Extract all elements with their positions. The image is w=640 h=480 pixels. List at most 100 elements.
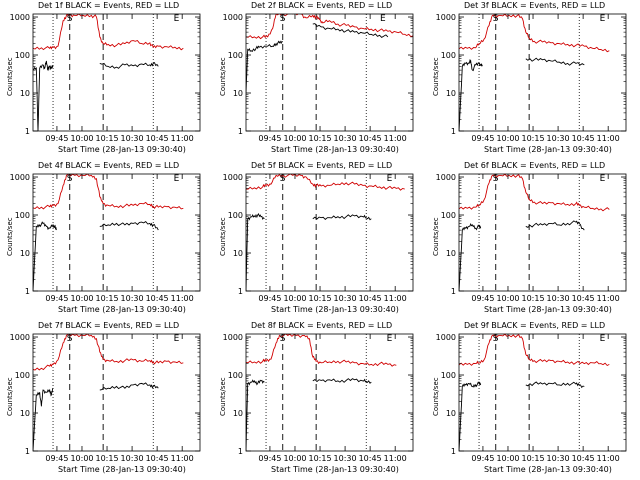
x-axis-label: Start Time (28-Jan-13 09:30:40) bbox=[484, 305, 612, 314]
series-line bbox=[33, 14, 184, 51]
y-tick-label: 1000 bbox=[10, 173, 30, 182]
marker-e: E bbox=[600, 334, 606, 344]
marker-e: E bbox=[387, 334, 393, 344]
chart-title: Det 5f BLACK = Events, RED = LLD bbox=[251, 161, 393, 170]
y-tick-label: 100 bbox=[15, 51, 30, 60]
x-tick-label: 10:45 bbox=[146, 294, 169, 303]
y-tick-label: 1000 bbox=[10, 13, 30, 22]
y-tick-label: 1 bbox=[451, 447, 456, 456]
x-tick-label: 09:45 bbox=[45, 134, 68, 143]
y-tick-label: 1 bbox=[451, 127, 456, 136]
y-axis-label: Counts/sec bbox=[6, 217, 14, 256]
axes-frame bbox=[245, 173, 414, 292]
marker-s: S bbox=[280, 334, 286, 344]
y-tick-label: 1000 bbox=[223, 333, 243, 342]
chart-title: Det 7f BLACK = Events, RED = LLD bbox=[38, 321, 180, 330]
series-lld bbox=[33, 334, 184, 371]
y-tick-label: 1000 bbox=[436, 173, 456, 182]
y-tick-label: 1000 bbox=[223, 173, 243, 182]
x-tick-label: 10:00 bbox=[496, 454, 519, 463]
y-tick-label: 100 bbox=[441, 371, 456, 380]
x-tick-label: 10:45 bbox=[359, 294, 382, 303]
x-tick-label: 09:45 bbox=[471, 454, 494, 463]
x-tick-label: 11:00 bbox=[171, 294, 194, 303]
series-line bbox=[525, 220, 585, 231]
marker-e: E bbox=[380, 14, 386, 24]
chart-svg: 1 10 100 1000 09:45 10:00 10:15 10:30 10:45 11:00… bbox=[223, 333, 414, 463]
x-tick-label: 10:15 bbox=[308, 454, 331, 463]
detector-panel-4: 1 10 100 1000 09:45 10:00 10:15 10:30 10:45 11:00… bbox=[0, 160, 213, 320]
y-tick-label: 1 bbox=[238, 287, 243, 296]
marker-s: S bbox=[280, 174, 286, 184]
x-axis-label: Start Time (28-Jan-13 09:30:40) bbox=[58, 305, 186, 314]
chart-svg: 1 10 100 1000 09:45 10:00 10:15 10:30 10:45 11:00… bbox=[10, 173, 201, 303]
series-lld bbox=[33, 174, 184, 210]
y-tick-label: 10 bbox=[20, 409, 30, 418]
x-tick-label: 10:45 bbox=[572, 454, 595, 463]
x-tick-label: 09:45 bbox=[45, 294, 68, 303]
y-tick-label: 100 bbox=[441, 51, 456, 60]
x-axis-label: Start Time (28-Jan-13 09:30:40) bbox=[271, 145, 399, 154]
series-line bbox=[246, 379, 265, 451]
y-tick-label: 1000 bbox=[223, 13, 243, 22]
detector-panel-6: 1 10 100 1000 09:45 10:00 10:15 10:30 10:45 11:00… bbox=[426, 160, 639, 320]
y-axis-label: Counts/sec bbox=[219, 57, 227, 96]
x-tick-label: 10:15 bbox=[308, 294, 331, 303]
axes-frame bbox=[245, 13, 414, 132]
y-axis-label: Counts/sec bbox=[219, 217, 227, 256]
y-tick-label: 100 bbox=[15, 211, 30, 220]
series-events bbox=[459, 57, 585, 131]
y-tick-label: 1 bbox=[25, 287, 30, 296]
x-tick-label: 10:45 bbox=[572, 294, 595, 303]
chart-title: Det 9f BLACK = Events, RED = LLD bbox=[464, 321, 606, 330]
y-axis-label: Counts/sec bbox=[6, 57, 14, 96]
chart-title: Det 6f BLACK = Events, RED = LLD bbox=[464, 161, 606, 170]
x-tick-label: 10:45 bbox=[572, 134, 595, 143]
marker-s: S bbox=[493, 334, 499, 344]
series-lld bbox=[459, 14, 610, 53]
series-line bbox=[33, 334, 184, 371]
series-line bbox=[246, 334, 397, 367]
x-tick-label: 10:00 bbox=[496, 294, 519, 303]
series-line bbox=[33, 60, 54, 131]
x-tick-label: 11:00 bbox=[171, 454, 194, 463]
y-axis-label: Counts/sec bbox=[432, 57, 440, 96]
chart-svg: 1 10 100 1000 09:45 10:00 10:15 10:30 10:45 11:00… bbox=[223, 13, 414, 143]
x-tick-label: 10:30 bbox=[547, 294, 570, 303]
x-tick-label: 10:15 bbox=[308, 134, 331, 143]
x-axis-label: Start Time (28-Jan-13 09:30:40) bbox=[484, 465, 612, 474]
x-tick-label: 10:00 bbox=[283, 454, 306, 463]
x-tick-label: 10:30 bbox=[334, 294, 357, 303]
marker-e: E bbox=[174, 174, 180, 184]
x-tick-label: 09:45 bbox=[45, 454, 68, 463]
x-axis-label: Start Time (28-Jan-13 09:30:40) bbox=[58, 465, 186, 474]
x-tick-label: 10:15 bbox=[95, 454, 118, 463]
chart-title: Det 1f BLACK = Events, RED = LLD bbox=[38, 1, 180, 10]
marker-e: E bbox=[600, 174, 606, 184]
y-tick-label: 10 bbox=[20, 249, 30, 258]
axes-frame bbox=[245, 333, 414, 452]
x-tick-label: 10:30 bbox=[547, 454, 570, 463]
chart-title: Det 3f BLACK = Events, RED = LLD bbox=[464, 1, 606, 10]
marker-s: S bbox=[493, 174, 499, 184]
series-events bbox=[33, 382, 159, 451]
detector-panel-2: 1 10 100 1000 09:45 10:00 10:15 10:30 10:45 11:00… bbox=[213, 0, 426, 160]
chart-svg: 1 10 100 1000 09:45 10:00 10:15 10:30 10:45 11:00… bbox=[436, 173, 627, 303]
series-line bbox=[246, 174, 405, 191]
series-line bbox=[459, 58, 483, 131]
x-tick-label: 11:00 bbox=[384, 294, 407, 303]
detector-panel-3: 1 10 100 1000 09:45 10:00 10:15 10:30 10:45 11:00… bbox=[426, 0, 639, 160]
series-events bbox=[246, 212, 372, 291]
x-tick-label: 10:30 bbox=[121, 294, 144, 303]
series-line bbox=[312, 23, 389, 38]
axes-frame bbox=[32, 13, 201, 132]
marker-e: E bbox=[174, 14, 180, 24]
y-tick-label: 10 bbox=[233, 89, 243, 98]
axes-frame bbox=[458, 173, 627, 292]
series-line bbox=[525, 57, 585, 66]
y-tick-label: 1 bbox=[238, 127, 243, 136]
x-tick-label: 09:45 bbox=[471, 134, 494, 143]
marker-e: E bbox=[600, 14, 606, 24]
x-tick-label: 10:30 bbox=[121, 134, 144, 143]
x-tick-label: 09:45 bbox=[258, 134, 281, 143]
